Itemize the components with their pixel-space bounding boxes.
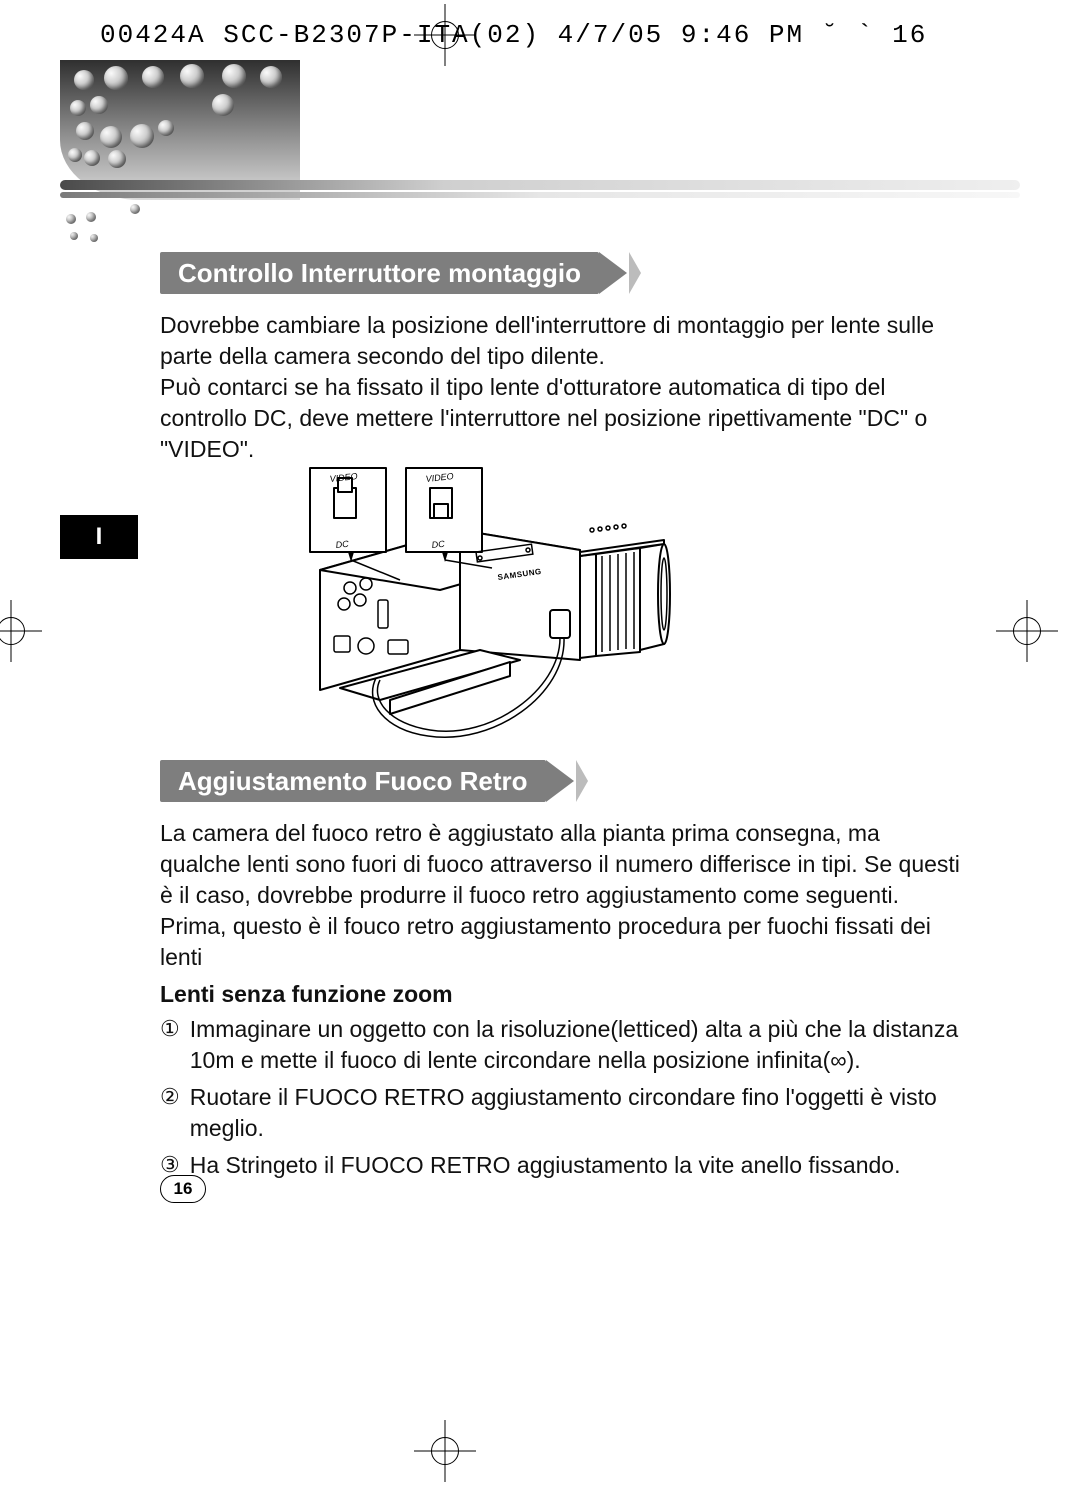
decorative-band bbox=[60, 60, 1020, 230]
label-dc-right: DC bbox=[431, 539, 445, 550]
step-marker: ② bbox=[160, 1082, 180, 1144]
side-tab: I bbox=[60, 515, 138, 559]
step-text: Immaginare un oggetto con la risoluzione… bbox=[190, 1014, 960, 1076]
reg-mark-right bbox=[1006, 610, 1048, 652]
section1-heading-wrap: Controllo Interruttore montaggio bbox=[160, 252, 599, 294]
section2-intro: La camera del fuoco retro è aggiustato a… bbox=[160, 818, 960, 973]
reg-mark-left bbox=[0, 610, 32, 652]
step-marker: ① bbox=[160, 1014, 180, 1076]
steps-list: ① Immaginare un oggetto con la risoluzio… bbox=[160, 1014, 960, 1181]
step-row: ③ Ha Stringeto il FUOCO RETRO aggiustame… bbox=[160, 1150, 960, 1181]
reg-mark-top bbox=[424, 14, 466, 56]
section1-body: Dovrebbe cambiare la posizione dell'inte… bbox=[160, 310, 960, 465]
section2-subhead: Lenti senza funzione zoom bbox=[160, 979, 960, 1010]
section2-title: Aggiustamento Fuoco Retro bbox=[160, 760, 546, 802]
step-row: ② Ruotare il FUOCO RETRO aggiustamento c… bbox=[160, 1082, 960, 1144]
print-header: 00424A SCC-B2307P-ITA(02) 4/7/05 9:46 PM… bbox=[100, 20, 927, 50]
section1-title: Controllo Interruttore montaggio bbox=[160, 252, 599, 294]
step-row: ① Immaginare un oggetto con la risoluzio… bbox=[160, 1014, 960, 1076]
label-dc-left: DC bbox=[335, 539, 349, 550]
step-text: Ha Stringeto il FUOCO RETRO aggiustament… bbox=[190, 1150, 960, 1181]
section2-heading-wrap: Aggiustamento Fuoco Retro bbox=[160, 760, 546, 802]
reg-mark-bottom bbox=[424, 1430, 466, 1472]
page-number: 16 bbox=[160, 1175, 206, 1203]
step-text: Ruotare il FUOCO RETRO aggiustamento cir… bbox=[190, 1082, 960, 1144]
section2-body: La camera del fuoco retro è aggiustato a… bbox=[160, 818, 960, 1188]
page: 00424A SCC-B2307P-ITA(02) 4/7/05 9:46 PM… bbox=[0, 0, 1080, 1485]
camera-illustration: .ln { fill: #fff; stroke: #000; stroke-w… bbox=[280, 460, 720, 750]
